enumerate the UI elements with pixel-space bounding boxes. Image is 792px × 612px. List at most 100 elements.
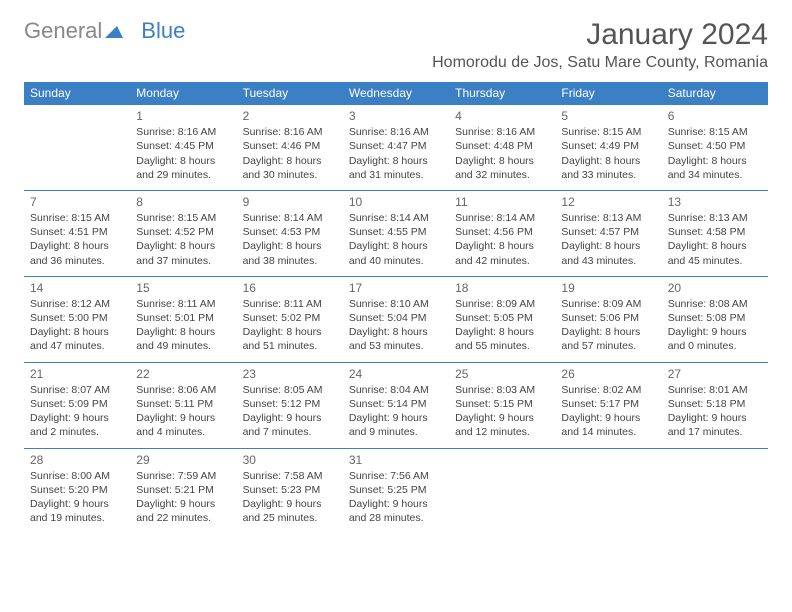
day-number: 31 bbox=[349, 452, 443, 468]
daylight-text: and 45 minutes. bbox=[668, 254, 762, 268]
calendar-day-cell: 30Sunrise: 7:58 AMSunset: 5:23 PMDayligh… bbox=[237, 448, 343, 533]
sunrise-text: Sunrise: 8:16 AM bbox=[349, 125, 443, 139]
daylight-text: and 38 minutes. bbox=[243, 254, 337, 268]
calendar-day-cell: 17Sunrise: 8:10 AMSunset: 5:04 PMDayligh… bbox=[343, 276, 449, 362]
sunrise-text: Sunrise: 8:13 AM bbox=[561, 211, 655, 225]
day-number: 18 bbox=[455, 280, 549, 296]
sunset-text: Sunset: 4:55 PM bbox=[349, 225, 443, 239]
sunset-text: Sunset: 5:23 PM bbox=[243, 483, 337, 497]
day-number: 12 bbox=[561, 194, 655, 210]
calendar-week-row: 21Sunrise: 8:07 AMSunset: 5:09 PMDayligh… bbox=[24, 362, 768, 448]
calendar-day-cell: 19Sunrise: 8:09 AMSunset: 5:06 PMDayligh… bbox=[555, 276, 661, 362]
sunset-text: Sunset: 4:48 PM bbox=[455, 139, 549, 153]
calendar-day-cell: 23Sunrise: 8:05 AMSunset: 5:12 PMDayligh… bbox=[237, 362, 343, 448]
day-number: 6 bbox=[668, 108, 762, 124]
sunset-text: Sunset: 5:17 PM bbox=[561, 397, 655, 411]
sunrise-text: Sunrise: 8:15 AM bbox=[561, 125, 655, 139]
calendar-day-cell: 20Sunrise: 8:08 AMSunset: 5:08 PMDayligh… bbox=[662, 276, 768, 362]
page-title: January 2024 bbox=[432, 18, 768, 52]
sunrise-text: Sunrise: 8:01 AM bbox=[668, 383, 762, 397]
location-text: Homorodu de Jos, Satu Mare County, Roman… bbox=[432, 54, 768, 72]
day-number: 5 bbox=[561, 108, 655, 124]
daylight-text: Daylight: 9 hours bbox=[136, 411, 230, 425]
daylight-text: and 34 minutes. bbox=[668, 168, 762, 182]
logo: General Blue bbox=[24, 18, 185, 44]
weekday-header: Monday bbox=[130, 82, 236, 105]
day-number: 11 bbox=[455, 194, 549, 210]
day-number: 28 bbox=[30, 452, 124, 468]
weekday-header: Tuesday bbox=[237, 82, 343, 105]
header: General Blue January 2024 Homorodu de Jo… bbox=[24, 18, 768, 72]
weekday-header: Saturday bbox=[662, 82, 768, 105]
calendar-week-row: 14Sunrise: 8:12 AMSunset: 5:00 PMDayligh… bbox=[24, 276, 768, 362]
daylight-text: Daylight: 9 hours bbox=[243, 497, 337, 511]
sunrise-text: Sunrise: 7:58 AM bbox=[243, 469, 337, 483]
sunrise-text: Sunrise: 8:11 AM bbox=[136, 297, 230, 311]
daylight-text: Daylight: 9 hours bbox=[349, 497, 443, 511]
day-number: 13 bbox=[668, 194, 762, 210]
day-number: 19 bbox=[561, 280, 655, 296]
sunrise-text: Sunrise: 8:00 AM bbox=[30, 469, 124, 483]
daylight-text: and 57 minutes. bbox=[561, 339, 655, 353]
weekday-header: Sunday bbox=[24, 82, 130, 105]
calendar-day-cell: 16Sunrise: 8:11 AMSunset: 5:02 PMDayligh… bbox=[237, 276, 343, 362]
sunrise-text: Sunrise: 7:56 AM bbox=[349, 469, 443, 483]
day-number: 14 bbox=[30, 280, 124, 296]
sunset-text: Sunset: 5:09 PM bbox=[30, 397, 124, 411]
daylight-text: and 53 minutes. bbox=[349, 339, 443, 353]
calendar-day-cell: 10Sunrise: 8:14 AMSunset: 4:55 PMDayligh… bbox=[343, 190, 449, 276]
daylight-text: Daylight: 9 hours bbox=[561, 411, 655, 425]
daylight-text: Daylight: 8 hours bbox=[243, 154, 337, 168]
sunrise-text: Sunrise: 8:15 AM bbox=[668, 125, 762, 139]
daylight-text: and 30 minutes. bbox=[243, 168, 337, 182]
weekday-header: Thursday bbox=[449, 82, 555, 105]
sunrise-text: Sunrise: 8:12 AM bbox=[30, 297, 124, 311]
calendar-day-cell: 28Sunrise: 8:00 AMSunset: 5:20 PMDayligh… bbox=[24, 448, 130, 533]
sunrise-text: Sunrise: 8:08 AM bbox=[668, 297, 762, 311]
calendar-day-cell: 12Sunrise: 8:13 AMSunset: 4:57 PMDayligh… bbox=[555, 190, 661, 276]
daylight-text: and 2 minutes. bbox=[30, 425, 124, 439]
daylight-text: and 47 minutes. bbox=[30, 339, 124, 353]
daylight-text: Daylight: 8 hours bbox=[349, 325, 443, 339]
sunset-text: Sunset: 5:08 PM bbox=[668, 311, 762, 325]
logo-general: General bbox=[24, 18, 102, 44]
day-number: 21 bbox=[30, 366, 124, 382]
sunrise-text: Sunrise: 8:16 AM bbox=[136, 125, 230, 139]
calendar-day-cell: 26Sunrise: 8:02 AMSunset: 5:17 PMDayligh… bbox=[555, 362, 661, 448]
daylight-text: and 42 minutes. bbox=[455, 254, 549, 268]
calendar-day-cell: 3Sunrise: 8:16 AMSunset: 4:47 PMDaylight… bbox=[343, 105, 449, 191]
sunset-text: Sunset: 5:15 PM bbox=[455, 397, 549, 411]
daylight-text: Daylight: 8 hours bbox=[561, 239, 655, 253]
sunset-text: Sunset: 5:18 PM bbox=[668, 397, 762, 411]
daylight-text: Daylight: 8 hours bbox=[455, 239, 549, 253]
day-number: 22 bbox=[136, 366, 230, 382]
day-number: 8 bbox=[136, 194, 230, 210]
sunset-text: Sunset: 5:05 PM bbox=[455, 311, 549, 325]
sunset-text: Sunset: 5:04 PM bbox=[349, 311, 443, 325]
sunrise-text: Sunrise: 8:05 AM bbox=[243, 383, 337, 397]
day-number: 9 bbox=[243, 194, 337, 210]
daylight-text: Daylight: 8 hours bbox=[561, 325, 655, 339]
calendar-day-cell: 5Sunrise: 8:15 AMSunset: 4:49 PMDaylight… bbox=[555, 105, 661, 191]
weekday-header: Friday bbox=[555, 82, 661, 105]
day-number: 15 bbox=[136, 280, 230, 296]
sunrise-text: Sunrise: 8:11 AM bbox=[243, 297, 337, 311]
daylight-text: and 4 minutes. bbox=[136, 425, 230, 439]
daylight-text: Daylight: 8 hours bbox=[30, 325, 124, 339]
logo-triangle-icon bbox=[105, 18, 123, 44]
calendar-day-cell: 13Sunrise: 8:13 AMSunset: 4:58 PMDayligh… bbox=[662, 190, 768, 276]
calendar-day-cell: 1Sunrise: 8:16 AMSunset: 4:45 PMDaylight… bbox=[130, 105, 236, 191]
daylight-text: and 0 minutes. bbox=[668, 339, 762, 353]
sunrise-text: Sunrise: 8:09 AM bbox=[455, 297, 549, 311]
daylight-text: and 17 minutes. bbox=[668, 425, 762, 439]
calendar-day-cell: 2Sunrise: 8:16 AMSunset: 4:46 PMDaylight… bbox=[237, 105, 343, 191]
sunset-text: Sunset: 5:14 PM bbox=[349, 397, 443, 411]
daylight-text: Daylight: 8 hours bbox=[349, 154, 443, 168]
calendar-day-cell bbox=[555, 448, 661, 533]
day-number: 4 bbox=[455, 108, 549, 124]
daylight-text: Daylight: 9 hours bbox=[668, 411, 762, 425]
sunset-text: Sunset: 5:00 PM bbox=[30, 311, 124, 325]
calendar-day-cell: 21Sunrise: 8:07 AMSunset: 5:09 PMDayligh… bbox=[24, 362, 130, 448]
daylight-text: and 25 minutes. bbox=[243, 511, 337, 525]
sunrise-text: Sunrise: 8:03 AM bbox=[455, 383, 549, 397]
